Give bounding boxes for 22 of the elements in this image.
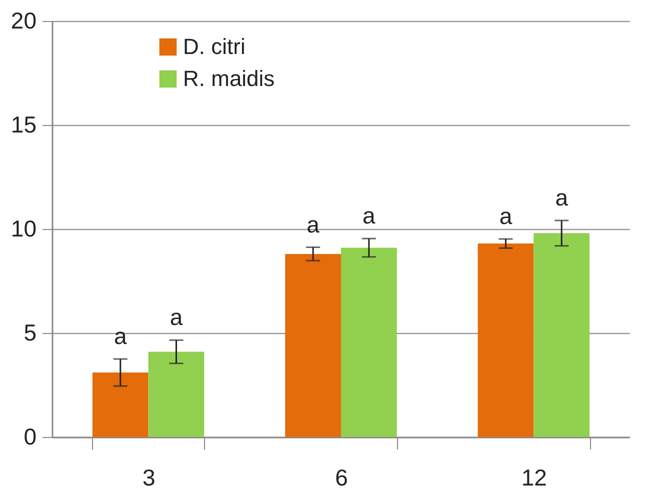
bar	[341, 248, 397, 437]
bar	[478, 244, 534, 437]
y-tick-label: 15	[10, 112, 36, 138]
annotation: a	[114, 323, 127, 349]
x-tick-label: 12	[521, 464, 547, 490]
bar	[92, 372, 148, 437]
legend-label: R. maidis	[183, 66, 275, 91]
y-tick-label: 10	[10, 216, 36, 242]
annotation: a	[306, 211, 320, 238]
bar	[534, 233, 590, 437]
bar	[148, 352, 204, 437]
x-tick-label: 3	[142, 464, 156, 490]
y-tick-label: 0	[24, 424, 36, 450]
annotation: a	[499, 202, 512, 229]
annotation: a	[362, 202, 376, 229]
x-tick-label: 6	[335, 464, 348, 490]
legend-label: D. citri	[183, 34, 246, 59]
annotation: a	[170, 304, 183, 330]
y-tick-label: 5	[24, 320, 36, 346]
y-tick-label: 20	[10, 8, 36, 34]
annotation: a	[555, 184, 568, 210]
bar	[285, 254, 341, 437]
